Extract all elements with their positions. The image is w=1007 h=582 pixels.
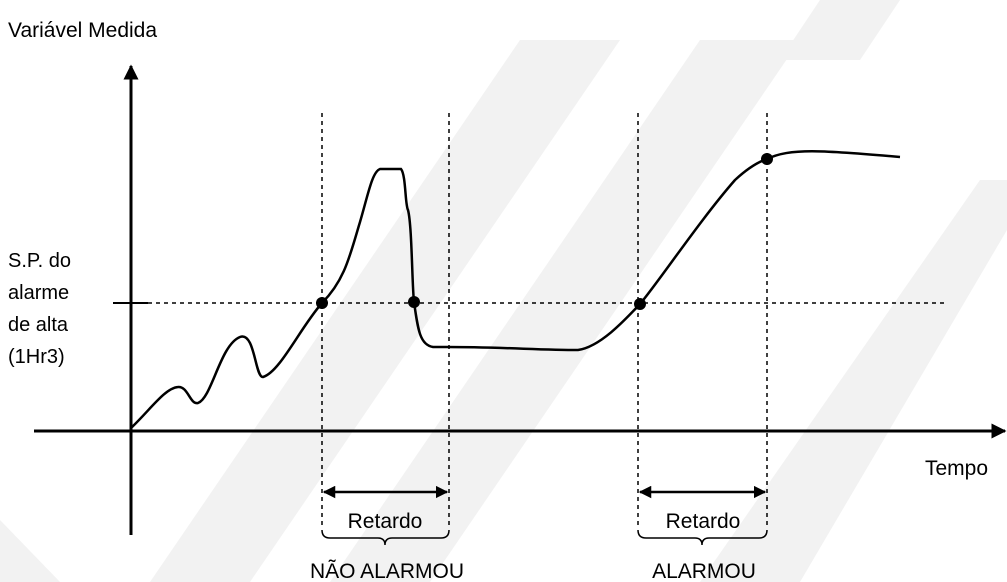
crossing-point [634,298,646,310]
crossing-points [316,153,773,310]
crossing-point [761,153,773,165]
x-axis-label: Tempo [925,457,988,480]
setpoint-label-line: de alta [8,314,69,336]
setpoint-label-line: S.P. do [8,250,71,272]
delay-label: Retardo [666,510,741,533]
setpoint-label: S.P. do alarme de alta (1Hr3) [8,250,71,368]
watermark-band [330,40,800,582]
watermark-band [0,520,60,582]
delay-label: Retardo [348,510,423,533]
delay-brace [321,529,450,546]
crossing-point [316,297,328,309]
delay-boundaries [321,113,768,527]
measured-variable-curve [130,150,901,429]
y-axis-label: Variável Medida [8,19,157,42]
delay-brace [637,529,768,546]
setpoint-label-line: alarme [8,282,69,304]
watermark-band [150,40,620,582]
outcome-alarmed: ALARMOU [652,560,756,582]
watermark-band [700,180,1007,582]
watermark-band [780,0,900,60]
setpoint-label-line: (1Hr3) [8,346,65,368]
crossing-point [408,296,420,308]
outcome-not-alarmed: NÃO ALARMOU [310,559,464,582]
